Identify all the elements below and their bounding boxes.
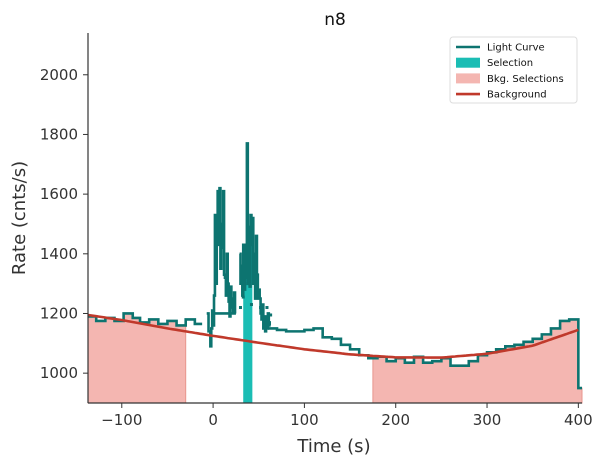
x-tick-label: 100: [290, 411, 319, 429]
chart-title: n8: [324, 10, 346, 30]
axes: [87, 33, 582, 404]
light-curve-point: [246, 282, 250, 286]
legend: Light Curve Selection Bkg. Selections Backg…: [449, 36, 578, 104]
background-curve: [87, 313, 579, 359]
ticks: −100 0 100 200 300 400 1000 1200 1400 1600 1800 200…: [40, 66, 593, 429]
x-axis-label: Time (s): [296, 436, 370, 457]
y-tick-label: 2000: [40, 66, 78, 84]
x-tick-label: −100: [101, 411, 142, 429]
light-curve-segment-2: [239, 142, 272, 333]
legend-label-1: Selection: [487, 58, 533, 69]
y-tick-label: 1600: [40, 185, 78, 203]
light-curve-point: [249, 303, 253, 307]
legend-swatch-2: [456, 73, 480, 84]
light-curve-segment-1: [206, 186, 237, 348]
light-curve-point: [265, 306, 269, 310]
background-layer: [87, 313, 579, 359]
light-curve-point: [238, 306, 242, 310]
light-curve-point: [259, 306, 263, 310]
light-curve-point: [255, 291, 259, 295]
light-curve-point: [269, 313, 273, 317]
y-axis-label: Rate (cnts/s): [9, 161, 30, 275]
y-tick-label: 1400: [40, 245, 78, 263]
legend-label-3: Background: [487, 90, 547, 101]
y-tick-label: 1200: [40, 304, 78, 322]
legend-label-2: Bkg. Selections: [487, 74, 564, 85]
x-tick-label: 300: [473, 411, 502, 429]
legend-box: [449, 36, 578, 104]
y-tick-label: 1800: [40, 125, 78, 143]
legend-swatch-1: [456, 57, 480, 68]
x-tick-label: 200: [381, 411, 410, 429]
light-curve-segment-3: [267, 318, 582, 390]
bkg-selection-0: [87, 312, 187, 404]
x-tick-label: 400: [564, 411, 593, 429]
light-curve-point: [241, 295, 245, 299]
y-tick-label: 1000: [40, 364, 78, 382]
light-curve-layer: [88, 142, 582, 390]
legend-label-0: Light Curve: [487, 43, 545, 54]
x-tick-label: 0: [208, 411, 218, 429]
